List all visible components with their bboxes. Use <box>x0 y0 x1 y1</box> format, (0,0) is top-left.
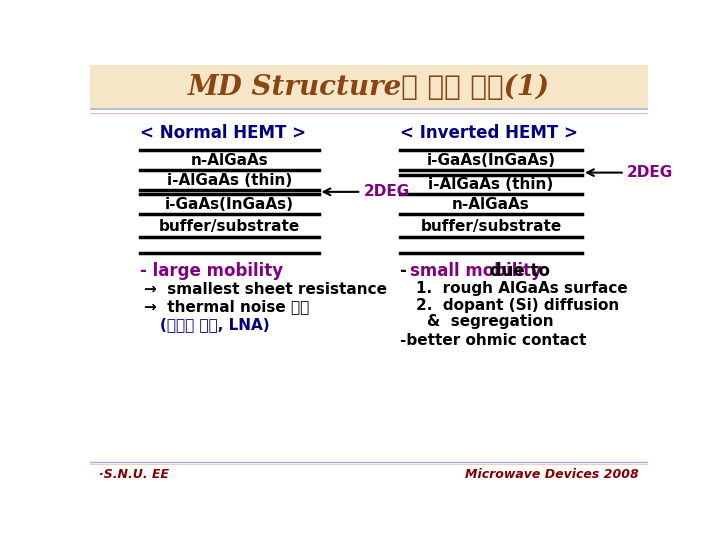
Text: (저잡음 소자, LNA): (저잡음 소자, LNA) <box>160 318 269 333</box>
Text: 1.  rough AlGaAs surface: 1. rough AlGaAs surface <box>415 281 627 295</box>
Text: i-GaAs(InGaAs): i-GaAs(InGaAs) <box>165 197 294 212</box>
Text: ·S.N.U. EE: ·S.N.U. EE <box>99 468 169 481</box>
Text: -: - <box>400 262 413 280</box>
Text: i-AlGaAs (thin): i-AlGaAs (thin) <box>428 178 554 192</box>
Text: - large mobility: - large mobility <box>140 262 284 280</box>
Text: &  segregation: & segregation <box>427 314 554 329</box>
Text: due to: due to <box>484 262 549 280</box>
Text: < Normal HEMT >: < Normal HEMT > <box>140 124 307 141</box>
Text: MD Structure의 여러 구조(1): MD Structure의 여러 구조(1) <box>188 75 550 102</box>
Text: i-GaAs(InGaAs): i-GaAs(InGaAs) <box>426 153 556 168</box>
Text: →  thermal noise 감소: → thermal noise 감소 <box>144 299 310 314</box>
Text: Microwave Devices 2008: Microwave Devices 2008 <box>465 468 639 481</box>
Text: →  smallest sheet resistance: → smallest sheet resistance <box>144 282 387 297</box>
FancyBboxPatch shape <box>90 65 648 110</box>
Text: 2DEG: 2DEG <box>364 184 410 199</box>
Text: < Inverted HEMT >: < Inverted HEMT > <box>400 124 578 141</box>
Text: n-AlGaAs: n-AlGaAs <box>452 197 530 212</box>
Text: 2.  dopant (Si) diffusion: 2. dopant (Si) diffusion <box>415 298 618 313</box>
Text: -better ohmic contact: -better ohmic contact <box>400 333 586 348</box>
Text: buffer/substrate: buffer/substrate <box>159 219 300 234</box>
Text: 2DEG: 2DEG <box>627 165 673 180</box>
Text: small mobility: small mobility <box>410 262 542 280</box>
Text: i-AlGaAs (thin): i-AlGaAs (thin) <box>167 173 292 188</box>
Text: n-AlGaAs: n-AlGaAs <box>191 153 269 168</box>
Text: buffer/substrate: buffer/substrate <box>420 219 562 234</box>
